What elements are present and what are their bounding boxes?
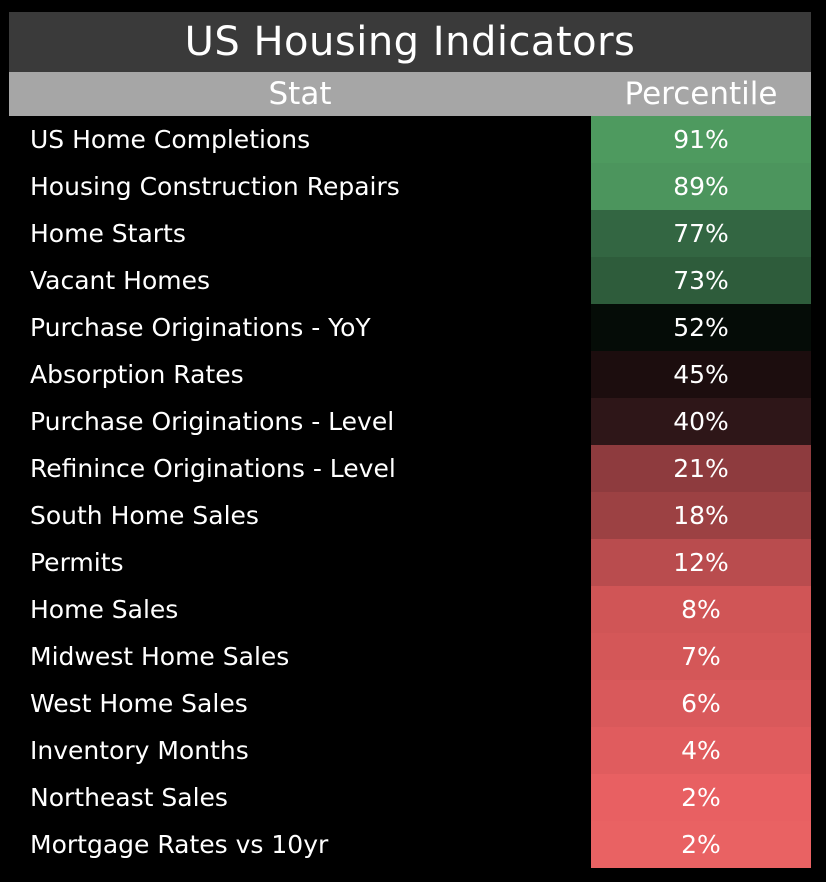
table-row: Mortgage Rates vs 10yr 2% [9,821,811,868]
table-row: Midwest Home Sales 7% [9,633,811,680]
stat-label: South Home Sales [30,501,259,530]
table-row: Vacant Homes 73% [9,257,811,304]
table-row: Northeast Sales 2% [9,774,811,821]
table-title: US Housing Indicators [9,12,811,72]
stat-label: Mortgage Rates vs 10yr [30,830,329,859]
percentile-cell: 2% [591,774,811,821]
percentile-cell: 18% [591,492,811,539]
stat-label: Northeast Sales [30,783,228,812]
stat-label: Home Starts [30,219,186,248]
stat-label: Permits [30,548,124,577]
percentile-cell: 8% [591,586,811,633]
percentile-cell: 73% [591,257,811,304]
table-row: Home Starts 77% [9,210,811,257]
percentile-cell: 45% [591,351,811,398]
percentile-cell: 40% [591,398,811,445]
stat-label: West Home Sales [30,689,248,718]
stat-label: Housing Construction Repairs [30,172,400,201]
stat-label: Purchase Originations - YoY [30,313,371,342]
percentile-cell: 52% [591,304,811,351]
table-row: US Home Completions 91% [9,116,811,163]
percentile-cell: 12% [591,539,811,586]
stat-label: Vacant Homes [30,266,210,295]
stat-label: Purchase Originations - Level [30,407,395,436]
percentile-cell: 89% [591,163,811,210]
table-row: Housing Construction Repairs 89% [9,163,811,210]
table-row: South Home Sales 18% [9,492,811,539]
percentile-cell: 21% [591,445,811,492]
stat-label: US Home Completions [30,125,311,154]
stat-label: Absorption Rates [30,360,244,389]
percentile-cell: 6% [591,680,811,727]
table-row: Purchase Originations - YoY 52% [9,304,811,351]
header-stat: Stat [268,76,332,112]
stat-label: Home Sales [30,595,179,624]
table-row: Purchase Originations - Level 40% [9,398,811,445]
table-row: Permits 12% [9,539,811,586]
table-row: Home Sales 8% [9,586,811,633]
table-row: Absorption Rates 45% [9,351,811,398]
percentile-cell: 2% [591,821,811,868]
stat-label: Refinince Originations - Level [30,454,396,483]
header-row: Stat Percentile [9,72,811,116]
table-row: West Home Sales 6% [9,680,811,727]
percentile-cell: 77% [591,210,811,257]
percentile-cell: 7% [591,633,811,680]
stat-label: Inventory Months [30,736,249,765]
percentile-cell: 4% [591,727,811,774]
stat-label: Midwest Home Sales [30,642,290,671]
table-row: Inventory Months 4% [9,727,811,774]
indicators-table: US Housing Indicators Stat Percentile US… [9,12,811,870]
header-percentile: Percentile [624,76,778,112]
table-body: US Home Completions 91% Housing Constructi… [9,116,811,868]
percentile-cell: 91% [591,116,811,163]
table-row: Refinince Originations - Level 21% [9,445,811,492]
